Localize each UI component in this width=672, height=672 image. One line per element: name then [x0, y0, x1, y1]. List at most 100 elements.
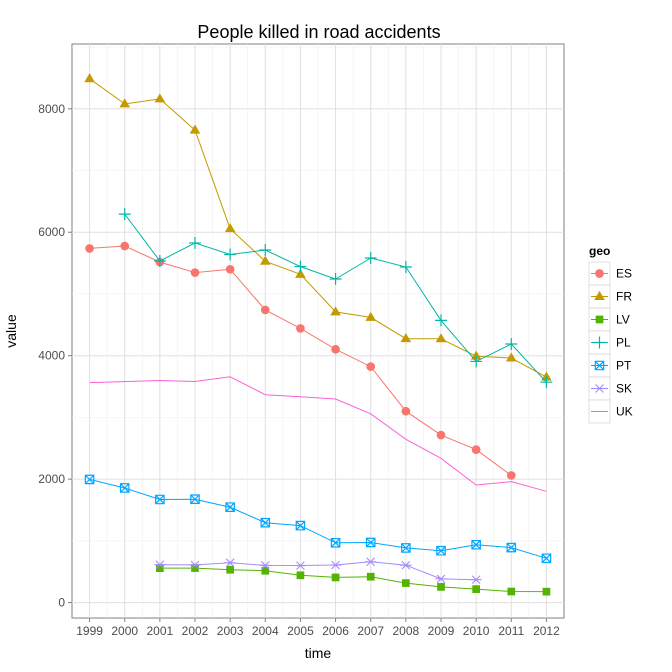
x-axis-title: time	[305, 645, 332, 661]
box-cross-marker	[225, 502, 235, 512]
plus-marker	[259, 244, 272, 256]
triangle-marker	[505, 352, 517, 362]
box-cross-marker	[541, 553, 552, 564]
y-tick-label: 8000	[38, 102, 65, 116]
box-cross-marker	[155, 494, 165, 505]
series-es	[85, 241, 516, 480]
series-group	[84, 73, 553, 596]
asterisk-marker	[224, 558, 236, 568]
square-marker	[402, 579, 410, 587]
box-cross-marker	[594, 360, 605, 371]
series-line-uk	[89, 376, 547, 492]
square-marker	[261, 566, 270, 575]
circle-marker	[85, 244, 94, 253]
series-line-fr	[89, 78, 547, 378]
series-line-sk	[159, 561, 477, 581]
asterisk-marker	[593, 384, 606, 393]
x-tick-label: 2011	[498, 624, 524, 638]
x-axis: 1999 2000 2001 2002 2003 2004 2005 2006 2007 2008…	[76, 618, 560, 638]
plus-marker	[153, 255, 166, 267]
circle-marker	[296, 324, 305, 333]
asterisk-marker	[189, 560, 201, 570]
plus-marker	[118, 208, 131, 221]
legend: geo ES FR LV PL PT SK UK	[588, 244, 633, 424]
x-tick-label: 2009	[428, 624, 455, 638]
asterisk-marker	[365, 557, 377, 567]
legend-label: LV	[616, 313, 630, 327]
legend-item-uk: UK	[588, 399, 633, 424]
series-fr	[84, 73, 552, 381]
plus-marker	[224, 248, 237, 261]
x-tick-label: 2003	[217, 624, 244, 638]
plus-marker	[470, 355, 483, 368]
x-tick-label: 2008	[393, 624, 420, 638]
plus-marker	[294, 260, 307, 273]
plus-marker	[505, 338, 518, 350]
circle-marker	[260, 305, 270, 315]
box-cross-marker	[260, 517, 271, 528]
asterisk-marker	[400, 560, 412, 570]
box-cross-marker	[190, 494, 200, 504]
triangle-marker	[224, 223, 236, 233]
box-cross-marker	[471, 539, 481, 550]
box-cross-marker	[506, 542, 517, 553]
y-axis-title: value	[3, 314, 19, 348]
asterisk-marker	[154, 560, 166, 570]
square-marker	[191, 564, 199, 572]
x-tick-label: 2004	[252, 624, 279, 638]
x-tick-label: 2005	[287, 624, 314, 638]
triangle-marker	[154, 93, 166, 103]
gridlines	[72, 44, 564, 618]
square-marker	[595, 315, 604, 324]
triangle-marker	[365, 311, 377, 321]
legend-label: PL	[616, 336, 631, 350]
legend-label: ES	[616, 267, 632, 281]
circle-marker	[595, 269, 604, 278]
circle-marker	[190, 268, 200, 277]
y-tick-label: 4000	[38, 349, 65, 363]
box-cross-marker	[436, 545, 446, 556]
square-marker	[507, 587, 516, 596]
x-tick-label: 2006	[322, 624, 349, 638]
plus-marker	[189, 236, 201, 249]
series-sk	[154, 557, 482, 585]
legend-label: UK	[616, 405, 633, 419]
y-tick-label: 6000	[38, 225, 65, 239]
box-cross-marker	[119, 483, 130, 493]
asterisk-marker	[329, 560, 342, 570]
series-line-lv	[159, 567, 547, 593]
asterisk-marker	[470, 575, 482, 585]
legend-item-es: ES	[588, 261, 632, 286]
plus-marker	[399, 261, 412, 273]
triangle-marker	[400, 333, 412, 343]
box-cross-marker	[295, 520, 306, 531]
circle-marker	[120, 241, 130, 251]
x-tick-label: 2002	[182, 624, 209, 638]
series-pt	[84, 474, 552, 564]
legend-item-pt: PT	[588, 353, 632, 378]
box-cross-marker	[365, 537, 376, 548]
square-marker	[366, 572, 375, 581]
asterisk-marker	[294, 561, 307, 570]
triangle-marker	[435, 333, 447, 343]
x-tick-label: 2010	[463, 624, 490, 638]
triangle-marker	[119, 98, 131, 108]
legend-title: geo	[589, 244, 610, 258]
chart-title: People killed in road accidents	[197, 22, 440, 42]
triangle-marker	[470, 350, 482, 360]
series-line-pt	[89, 478, 547, 559]
box-cross-marker	[330, 537, 341, 548]
legend-item-lv: LV	[588, 307, 630, 332]
circle-marker	[225, 265, 235, 274]
triangle-marker	[295, 268, 306, 278]
box-cross-marker	[84, 474, 95, 485]
legend-label: FR	[616, 290, 632, 304]
triangle-marker	[541, 371, 552, 381]
square-marker	[542, 587, 551, 596]
x-tick-label: 2001	[147, 624, 174, 638]
circle-marker	[436, 430, 446, 440]
series-lv	[156, 564, 551, 596]
circle-marker	[506, 471, 516, 480]
legend-label: SK	[616, 382, 632, 396]
x-tick-label: 2012	[533, 624, 560, 638]
